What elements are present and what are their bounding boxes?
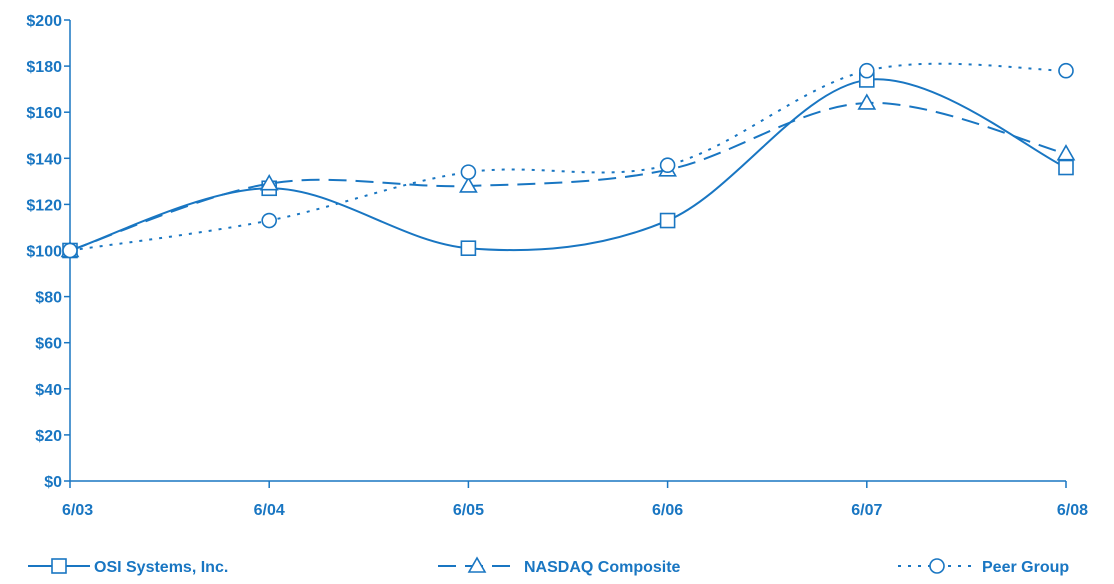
data-point-peer-group [1058,62,1074,79]
legend-item-osi-systems-inc: OSI Systems, Inc. [28,558,228,576]
data-point-nasdaq-composite [857,93,877,110]
y-axis-ticks: $0 $20 $40 $60 $80 $100 $120 $140 $160 $180 $200 [26,13,70,491]
y-tick-label: $160 [26,105,62,122]
data-point-osi-systems-inc [659,212,676,229]
data-point-nasdaq-composite [459,176,478,193]
data-point-peer-group [659,157,676,174]
data-point-osi-systems-inc [460,240,477,256]
data-point-nasdaq-composite [1056,144,1076,161]
legend-label: NASDAQ Composite [524,559,681,576]
series-nasdaq-composite [60,93,1076,258]
x-tick-label: 6/06 [652,502,683,519]
legend-label: OSI Systems, Inc. [94,559,228,576]
y-tick-label: $0 [44,474,62,491]
x-tick-label: 6/03 [62,502,93,519]
series-line-osi-systems-inc [69,78,1067,252]
data-point-osi-systems-inc [1058,159,1074,176]
data-point-peer-group [261,212,278,229]
legend-item-nasdaq-composite: NASDAQ Composite [438,556,681,576]
x-tick-label: 6/04 [254,502,285,519]
series-peer-group [62,62,1074,259]
y-tick-label: $200 [26,13,62,30]
axes [69,20,1066,482]
y-tick-label: $100 [26,244,62,261]
data-point-peer-group [460,164,477,180]
data-point-peer-group [62,242,78,259]
x-tick-label: 6/07 [851,502,882,519]
x-tick-label: 6/08 [1057,502,1088,519]
y-tick-label: $40 [35,382,62,399]
x-axis-ticks: 6/03 6/04 6/05 6/06 6/07 6/08 [62,481,1088,519]
legend-item-peer-group: Peer Group [898,558,1069,576]
x-tick-label: 6/05 [453,502,484,519]
y-tick-label: $120 [26,197,62,214]
legend-swatch-marker [929,558,945,574]
y-tick-label: $20 [35,428,62,445]
y-tick-label: $180 [26,59,62,76]
legend-swatch-marker [51,558,67,574]
legend-swatch-marker [467,556,487,573]
legend-label: Peer Group [982,559,1069,576]
series-osi-systems-inc [62,72,1074,259]
data-point-peer-group [858,62,875,79]
y-tick-label: $80 [35,290,62,307]
data-point-nasdaq-composite [259,174,279,191]
series-line-peer-group [69,62,1067,252]
y-tick-label: $60 [35,336,62,353]
series-group [60,62,1076,259]
y-tick-label: $140 [26,151,62,168]
series-line-nasdaq-composite [69,101,1067,252]
legend: OSI Systems, Inc. NASDAQ Composite Peer Gr… [28,556,1069,576]
